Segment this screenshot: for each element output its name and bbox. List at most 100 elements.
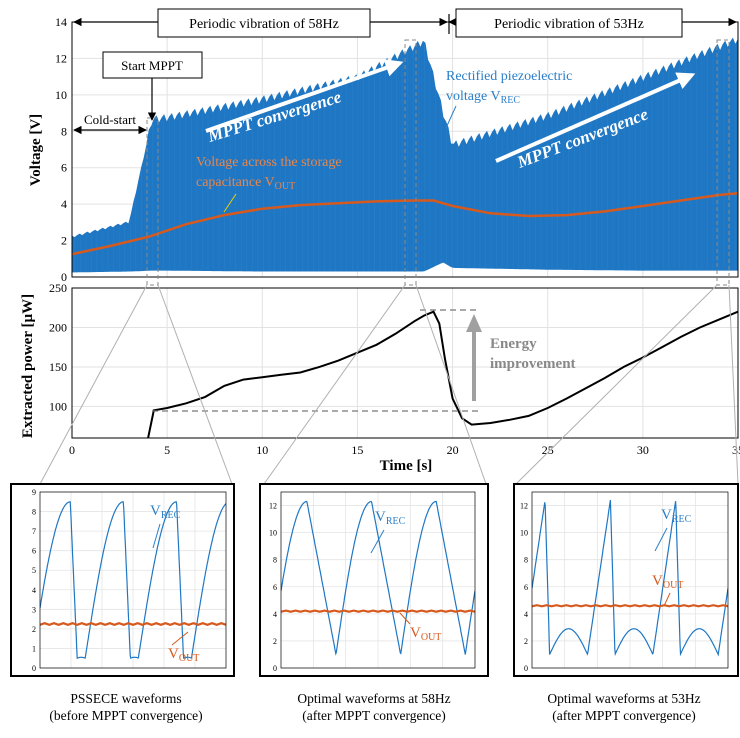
zoom-connectors [39, 284, 739, 485]
voltage-y-ticks: 0 2 4 6 8 10 12 14 [55, 15, 67, 284]
vrec-legend-line2: voltage VREC [446, 89, 520, 106]
inset-tick-label: 9 [32, 488, 36, 497]
caption-3-line1: Optimal waveforms at 53Hz [547, 691, 701, 706]
inset-tick-label: 10 [520, 529, 528, 538]
inset-3-vrec-line [532, 500, 728, 657]
vrec-legend-pointer [445, 105, 457, 129]
power-x-tick-label: 15 [351, 443, 363, 457]
zoom-window-3 [716, 39, 730, 286]
inset-tick-label: 6 [524, 583, 528, 592]
inset-tick-label: 6 [273, 583, 277, 592]
inset-1-vrec-line [40, 501, 226, 659]
voltage-tick-label: 12 [55, 51, 67, 65]
inset-3-grid [532, 492, 728, 669]
caption-3-line2: (after MPPT convergence) [552, 708, 696, 723]
inset-2-axes [280, 491, 476, 669]
inset-tick-label: 5 [32, 566, 36, 575]
power-x-axis-label: Time [s] [380, 458, 433, 474]
voltage-tick-label: 0 [61, 270, 67, 284]
caption-2: Optimal waveforms at 58Hz (after MPPT co… [260, 690, 488, 724]
inset-tick-label: 10 [269, 529, 277, 538]
inset-tick-label: 4 [273, 610, 277, 619]
caption-2-line1: Optimal waveforms at 58Hz [297, 691, 451, 706]
voltage-tick-label: 14 [55, 15, 67, 29]
inset-2-vout-line [281, 609, 475, 613]
segment-53hz-label: Periodic vibration of 53Hz [494, 17, 644, 32]
inset-tick-label: 6 [32, 547, 36, 556]
vout-legend-pointer [223, 193, 237, 213]
svg-text:VREC: VREC [150, 503, 181, 521]
caption-3: Optimal waveforms at 53Hz (after MPPT co… [510, 690, 738, 724]
inset-2-labels: VREC VOUT [370, 509, 441, 643]
inset-tick-label: 0 [273, 664, 277, 673]
power-y-tick-label: 250 [49, 281, 67, 295]
inset-tick-label: 2 [32, 625, 36, 634]
inset-tick-label: 7 [32, 527, 36, 536]
start-mppt-label: Start MPPT [121, 58, 183, 73]
inset-1-vout-line [40, 622, 226, 626]
power-plot-frame [71, 287, 739, 439]
inset-1-labels: VREC VOUT [150, 503, 199, 664]
inset-3-labels: VREC VOUT [652, 507, 692, 607]
vrec-texture [74, 43, 736, 273]
voltage-tick-label: 8 [61, 124, 67, 138]
power-x-tick-label: 10 [256, 443, 268, 457]
svg-text:VOUT: VOUT [410, 625, 441, 643]
inset-tick-label: 8 [273, 556, 277, 565]
power-y-axis-label: Extracted power [µW] [20, 294, 36, 438]
inset-tick-label: 12 [520, 502, 528, 511]
vout-legend-line1: Voltage across the storage [196, 155, 342, 170]
inset-tick-label: 0 [524, 664, 528, 673]
zoom-window-2 [404, 39, 417, 286]
power-x-ticks: 05101520253035 [69, 443, 740, 457]
vout-series-line [72, 191, 738, 256]
energy-improvement-label-1: Energy [490, 336, 537, 352]
power-x-tick-label: 0 [69, 443, 75, 457]
inset-tick-label: 4 [32, 586, 36, 595]
svg-text:VOUT: VOUT [652, 573, 683, 591]
power-x-tick-label: 20 [447, 443, 459, 457]
inset-tick-label: 1 [32, 644, 36, 653]
inset-1-axes [39, 491, 227, 669]
svg-text:VOUT: VOUT [168, 646, 199, 664]
inset-tick-label: 2 [524, 637, 528, 646]
caption-1-line1: PSSECE waveforms [70, 691, 182, 706]
caption-1: PSSECE waveforms (before MPPT convergenc… [11, 690, 241, 724]
inset-tick-label: 3 [32, 605, 36, 614]
power-y-tick-label: 200 [49, 320, 67, 334]
mppt-convergence-arrow-2 [495, 72, 696, 163]
inset-tick-label: 4 [524, 610, 528, 619]
inset-tick-label: 8 [524, 556, 528, 565]
segment-53hz-box [455, 8, 683, 38]
energy-improvement-arrow [466, 314, 482, 401]
voltage-y-axis-label: Voltage [V] [28, 114, 44, 186]
svg-text:VREC: VREC [661, 507, 692, 525]
voltage-tick-label: 2 [61, 234, 67, 248]
voltage-tick-label: 10 [55, 88, 67, 102]
power-y-tick-label: 100 [49, 399, 67, 413]
inset-1-border [10, 483, 235, 677]
svg-text:VREC: VREC [375, 509, 406, 527]
caption-2-line2: (after MPPT convergence) [302, 708, 446, 723]
inset-tick-label: 2 [273, 637, 277, 646]
voltage-tick-label: 6 [61, 161, 67, 175]
segment-58hz-label: Periodic vibration of 58Hz [189, 17, 339, 32]
power-y-tick-label: 150 [49, 360, 67, 374]
caption-1-line2: (before MPPT convergence) [49, 708, 203, 723]
power-x-tick-label: 30 [637, 443, 649, 457]
inset-3-vout-line [532, 604, 728, 608]
inset-tick-label: 12 [269, 502, 277, 511]
inset-2-y-ticks: 0 2 4 6 8 10 12 [269, 502, 277, 673]
cold-start-label: Cold-start [84, 112, 136, 127]
segment-58hz-box [157, 8, 371, 38]
vout-legend-line2: capacitance VOUT [196, 175, 295, 192]
zoom-window-1 [146, 117, 159, 286]
inset-3-border [513, 483, 739, 677]
mppt-convergence-arrow-1 [205, 59, 404, 133]
vrec-legend-line1: Rectified piezoelectric [446, 69, 572, 84]
inset-tick-label: 8 [32, 508, 36, 517]
inset-2-vrec-line [281, 500, 475, 656]
power-series-line [147, 310, 738, 438]
inset-1-y-ticks: 0 1 2 3 4 5 6 7 8 9 [32, 488, 36, 673]
